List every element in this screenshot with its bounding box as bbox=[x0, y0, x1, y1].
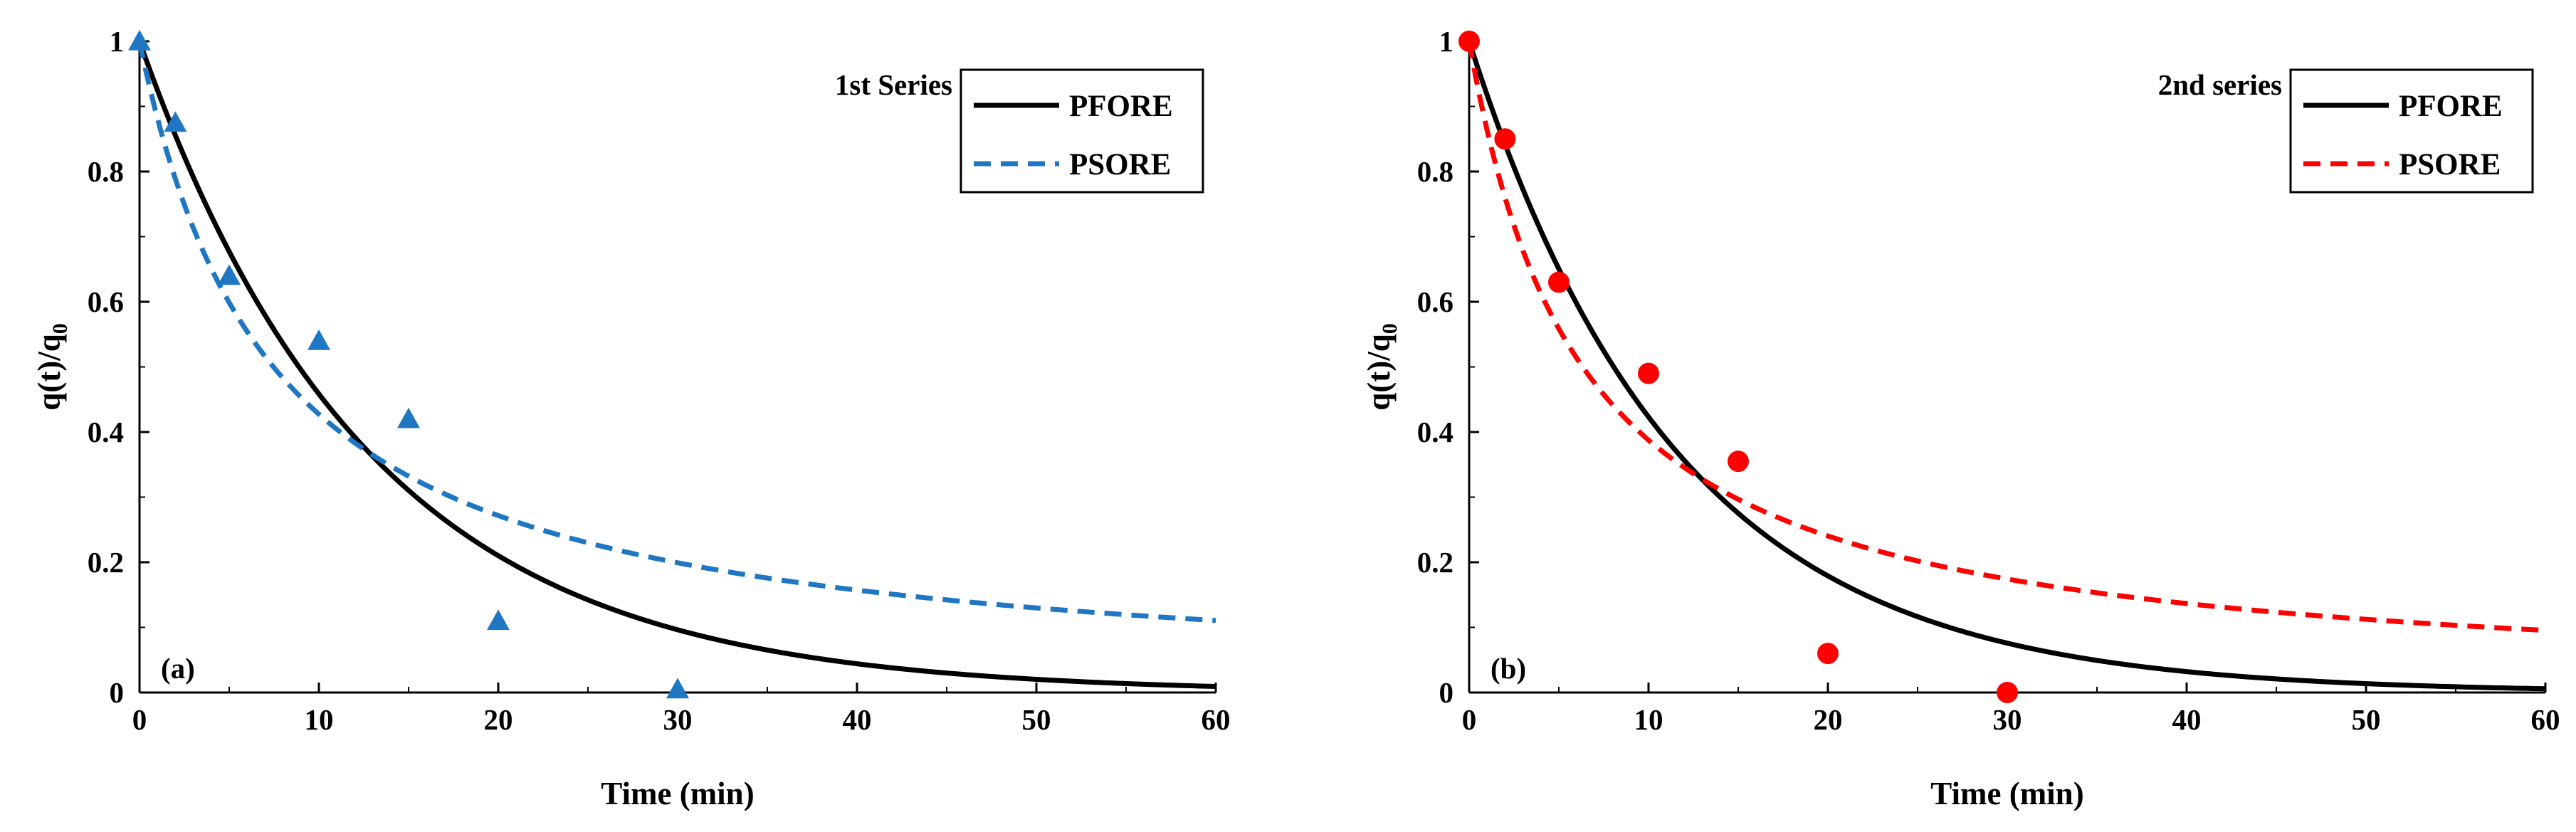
legend-box bbox=[2289, 68, 2534, 194]
data-point-triangle bbox=[397, 407, 420, 428]
data-point-circle bbox=[1494, 128, 1516, 150]
data-point-triangle bbox=[218, 264, 241, 285]
legend-label-psore: PSORE bbox=[2399, 148, 2501, 181]
y-axis-title: q(t)/q0 bbox=[1361, 323, 1402, 411]
x-tick-label: 30 bbox=[1993, 703, 2022, 736]
x-tick-label: 50 bbox=[2352, 703, 2381, 736]
pfore-curve bbox=[137, 40, 1216, 690]
psore-curve bbox=[137, 41, 1216, 623]
panel-label: (b) bbox=[1491, 652, 1526, 685]
legend-label-pfore: PFORE bbox=[1069, 90, 1173, 123]
x-tick-label: 10 bbox=[305, 703, 334, 736]
y-tick-label: 0.2 bbox=[1417, 546, 1453, 579]
data-point-circle bbox=[1638, 362, 1659, 384]
y-tick-label: 0.4 bbox=[88, 416, 124, 448]
legend-label-psore: PSORE bbox=[1069, 148, 1171, 181]
x-tick-label: 50 bbox=[1022, 703, 1051, 736]
y-tick-label: 0 bbox=[110, 676, 125, 709]
y-tick-label: 0.6 bbox=[88, 285, 124, 318]
psore-curve bbox=[1466, 41, 2546, 633]
series-title: 2nd series bbox=[2158, 68, 2282, 101]
y-tick-label: 0.2 bbox=[88, 546, 124, 579]
pfore-curve bbox=[1466, 40, 2546, 692]
x-tick-label: 60 bbox=[2531, 703, 2560, 736]
data-point-triangle bbox=[487, 609, 510, 631]
y-tick-label: 0.4 bbox=[1417, 416, 1453, 448]
y-axis-title-subscript: 0 bbox=[48, 323, 72, 334]
x-tick-label: 60 bbox=[1202, 703, 1231, 736]
series-title: 1st Series bbox=[835, 68, 952, 101]
y-tick-label: 0 bbox=[1439, 676, 1454, 709]
x-tick-label: 30 bbox=[663, 703, 693, 736]
data-point-triangle bbox=[666, 678, 689, 699]
x-axis-title: Time (min) bbox=[601, 776, 754, 811]
data-point-circle bbox=[1997, 682, 2018, 703]
data-point-triangle bbox=[307, 329, 330, 350]
x-tick-label: 40 bbox=[843, 703, 872, 736]
legend-label-pfore: PFORE bbox=[2399, 90, 2503, 123]
x-tick-label: 20 bbox=[484, 703, 513, 736]
legend-box bbox=[960, 68, 1204, 194]
y-tick-label: 1 bbox=[1439, 25, 1454, 58]
x-tick-label: 40 bbox=[2172, 703, 2202, 736]
data-point-triangle bbox=[164, 111, 187, 132]
data-point-circle bbox=[1458, 31, 1480, 52]
x-axis-title: Time (min) bbox=[1930, 776, 2083, 811]
x-tick-label: 0 bbox=[132, 703, 147, 736]
y-axis-title: q(t)/q0 bbox=[31, 323, 72, 411]
y-tick-label: 0.6 bbox=[1417, 285, 1453, 318]
y-tick-label: 1 bbox=[110, 25, 125, 58]
x-tick-label: 0 bbox=[1462, 703, 1477, 736]
y-tick-label: 0.8 bbox=[1417, 155, 1453, 188]
data-point-triangle bbox=[128, 30, 151, 51]
data-point-circle bbox=[1817, 643, 1839, 665]
x-tick-label: 10 bbox=[1634, 703, 1663, 736]
data-point-circle bbox=[1728, 451, 1749, 473]
y-tick-label: 0.8 bbox=[88, 155, 124, 188]
panel-label: (a) bbox=[161, 652, 195, 685]
x-tick-label: 20 bbox=[1814, 703, 1843, 736]
data-point-circle bbox=[1548, 271, 1570, 293]
y-axis-title-subscript: 0 bbox=[1378, 323, 1402, 334]
